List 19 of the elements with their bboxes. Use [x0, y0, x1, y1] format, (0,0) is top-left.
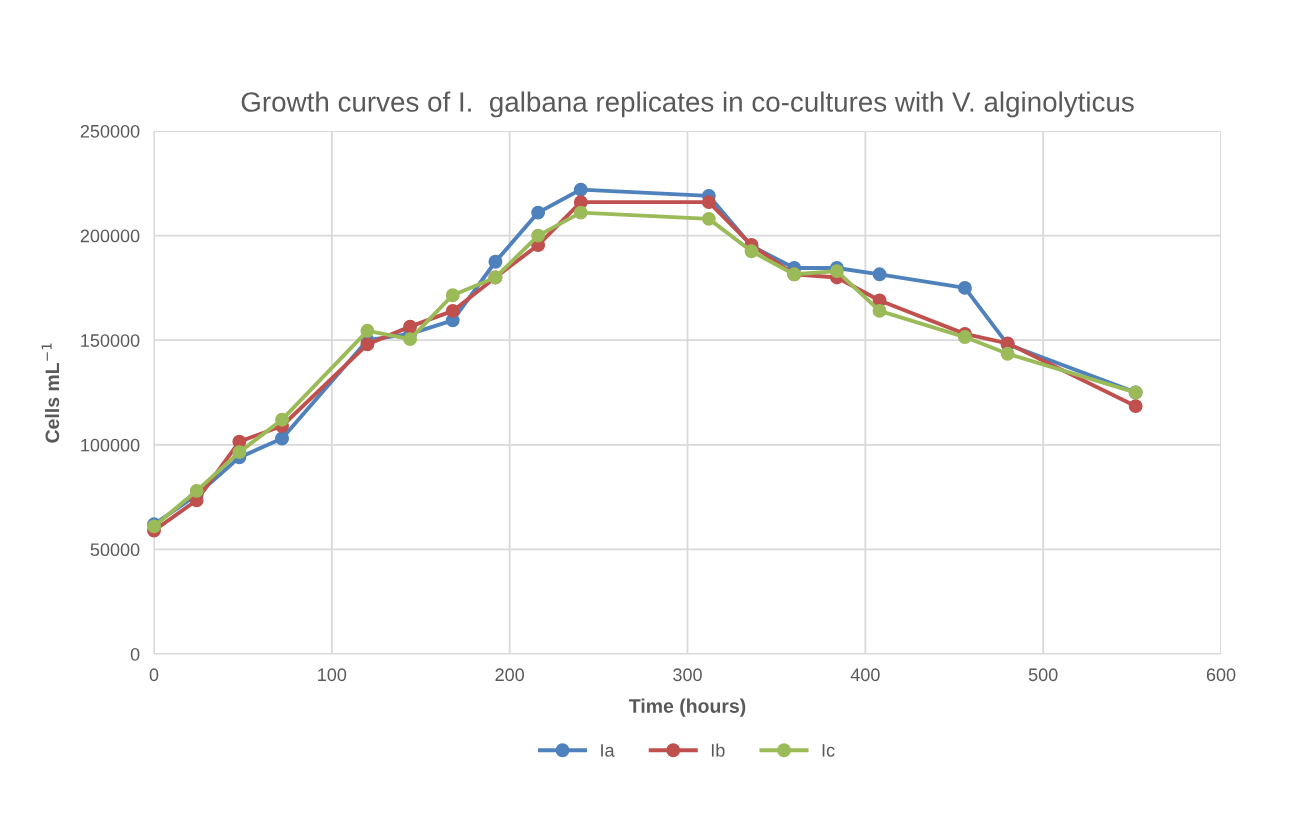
x-tick-label: 500: [1028, 668, 1058, 682]
x-tick-label: 300: [673, 668, 702, 682]
x-axis-title: Time (hours): [629, 698, 746, 717]
y-axis-title: Cells mL$^{−1}$: [41, 343, 60, 443]
y-tick-label: 150000: [81, 334, 140, 347]
y-tick-label: 100000: [81, 438, 140, 452]
y-tick-label: 50000: [90, 543, 140, 557]
x-tick-label: 400: [850, 668, 880, 682]
chart-title: Growth curves of I. galbana replicates in co-cultures with V. alginolyticus: [241, 91, 1134, 118]
x-tick-label: 100: [318, 668, 347, 682]
y-tick-label: 0: [130, 647, 140, 661]
legend-label: Ic: [822, 744, 835, 757]
x-tick-label: 200: [495, 668, 525, 682]
legend-label: Ib: [711, 743, 725, 757]
x-tick-label: 600: [1206, 668, 1236, 682]
x-tick-label: 0: [149, 668, 159, 682]
y-tick-label: 250000: [80, 124, 140, 138]
legend-label: Ia: [601, 744, 615, 757]
y-tick-label: 200000: [80, 229, 140, 243]
